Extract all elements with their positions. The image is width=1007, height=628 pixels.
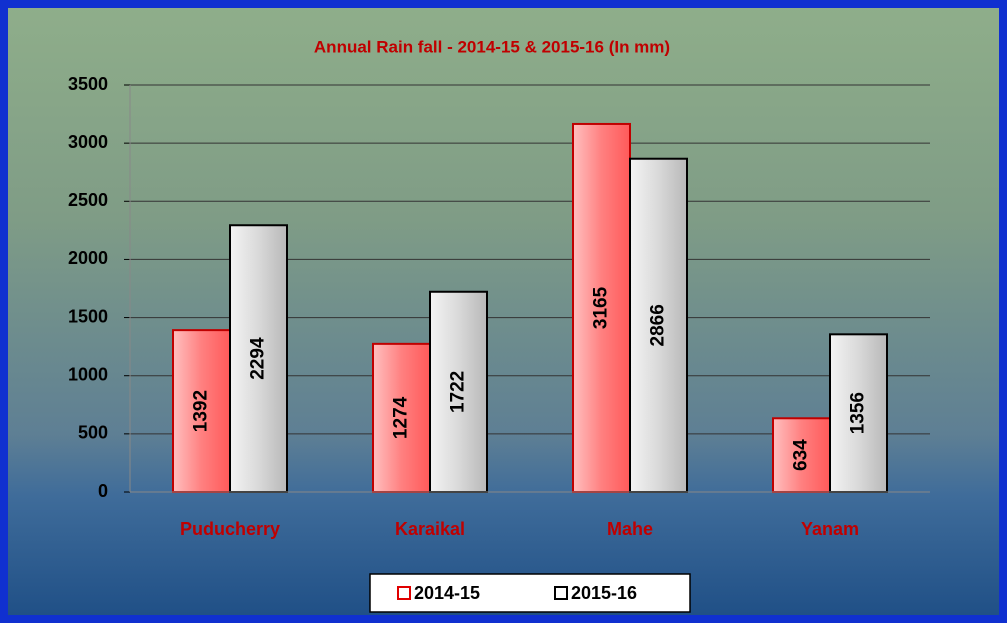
y-tick-label: 1500 — [68, 306, 108, 326]
bar — [629, 157, 688, 494]
y-tick-label: 3000 — [68, 132, 108, 152]
value-label: 2866 — [648, 304, 669, 346]
x-tick-label: Puducherry — [180, 519, 280, 539]
value-label: 1722 — [448, 371, 469, 413]
value-label: 1356 — [848, 392, 869, 434]
legend-box — [369, 573, 691, 613]
legend-label: 2014-15 — [414, 583, 480, 603]
value-label: 3165 — [591, 286, 612, 329]
y-tick-label: 500 — [78, 423, 108, 443]
legend-label: 2015-16 — [571, 583, 637, 603]
x-tick-label: Mahe — [607, 519, 653, 539]
value-label: 1392 — [191, 390, 212, 432]
y-tick-label: 2500 — [68, 190, 108, 210]
bar — [572, 122, 631, 493]
bar — [429, 290, 488, 494]
y-tick-label: 2000 — [68, 248, 108, 268]
x-tick-label: Yanam — [801, 519, 859, 539]
x-tick-label: Karaikal — [395, 519, 465, 539]
y-tick-label: 3500 — [68, 74, 108, 94]
bar — [772, 417, 831, 494]
value-label: 2294 — [248, 337, 269, 380]
value-label: 1274 — [391, 396, 412, 439]
y-tick-label: 0 — [98, 481, 108, 501]
legend-swatch — [554, 586, 568, 600]
bar — [829, 333, 888, 493]
chart-title: Annual Rain fall - 2014-15 & 2015-16 (In… — [314, 37, 670, 56]
value-label: 634 — [791, 439, 812, 471]
bar — [229, 224, 288, 493]
legend-swatch — [397, 586, 411, 600]
y-tick-label: 1000 — [68, 364, 108, 384]
